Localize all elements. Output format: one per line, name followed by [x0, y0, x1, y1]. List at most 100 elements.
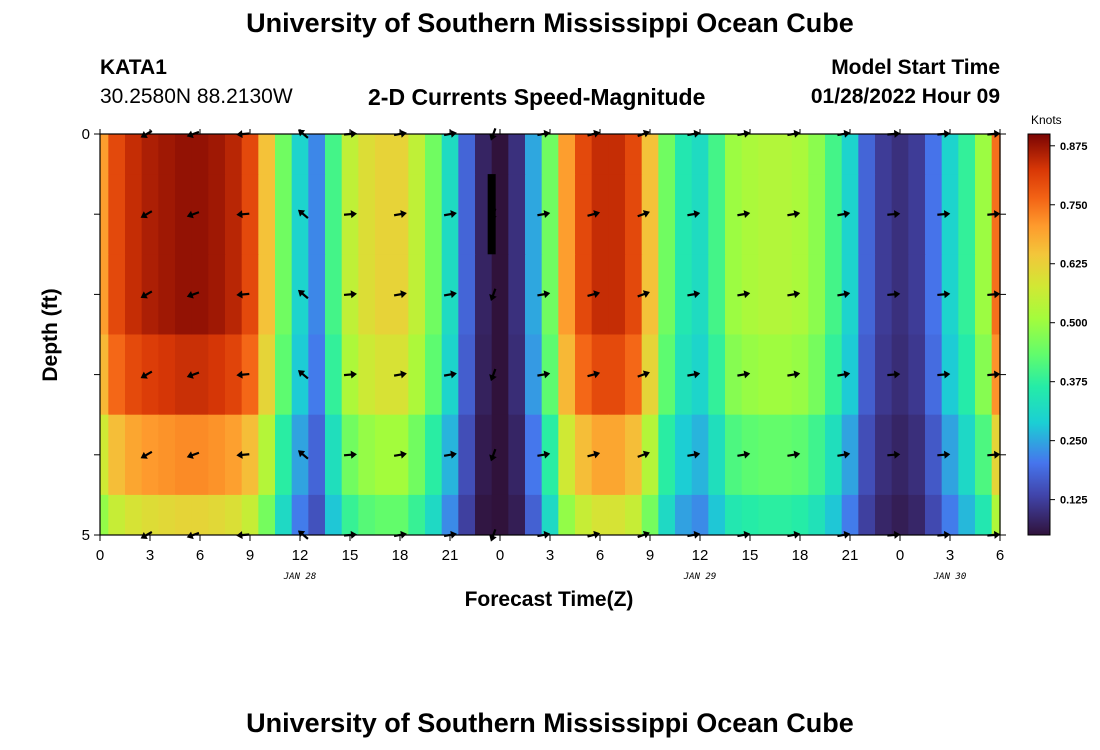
heatmap-cell [941, 494, 959, 536]
heatmap-cell [241, 494, 259, 536]
heatmap-cell [541, 174, 559, 255]
heatmap-cell [158, 174, 176, 255]
x-tick-label: 3 [146, 547, 154, 564]
heatmap-cell [841, 414, 859, 496]
heatmap-cell [508, 334, 526, 416]
heatmap-cell [775, 334, 793, 416]
current-arrow [637, 290, 650, 298]
heatmap-cell [608, 174, 626, 255]
heatmap-cell [875, 334, 893, 416]
heatmap-cell [158, 254, 176, 335]
heatmap-cell [241, 254, 259, 335]
heatmap-cell [258, 254, 276, 335]
heatmap-cell [775, 134, 793, 175]
heatmap-cell [525, 494, 543, 536]
heatmap-cell [608, 414, 626, 496]
colorbar-ticks: 0.875 0.750 0.625 0.500 0.375 0.250 0.125 [1050, 141, 1088, 507]
colorbar-tick-label: 0.500 [1060, 318, 1088, 330]
heatmap-cell [541, 134, 559, 175]
current-arrow [343, 450, 357, 459]
heatmap-cell [541, 414, 559, 496]
heatmap-cell [441, 134, 459, 175]
current-arrow [537, 450, 551, 459]
heatmap-cell [608, 334, 626, 416]
heatmap-cell [725, 334, 743, 416]
heatmap-cell [508, 414, 526, 496]
heatmap-cell [658, 494, 676, 536]
heatmap-cell [358, 254, 376, 335]
heatmap-cell [875, 414, 893, 496]
heatmap-cell [325, 334, 343, 416]
heatmap-cell [825, 134, 843, 175]
heatmap-cell [791, 134, 809, 175]
x-tick-label: 21 [842, 547, 859, 564]
heatmap-cell [641, 174, 659, 255]
heatmap-cell [408, 174, 426, 255]
heatmap-cell [125, 334, 143, 416]
heatmap-cell [858, 414, 876, 496]
heatmap-cell [475, 134, 493, 175]
heatmap-cell [608, 134, 626, 175]
current-arrow [140, 290, 153, 299]
heatmap-cell [325, 414, 343, 496]
heatmap-cell [158, 134, 176, 175]
current-arrow [987, 290, 1001, 299]
date-label: JAN 28 [283, 572, 317, 582]
heatmap-cell [391, 494, 409, 536]
heatmap-cell [508, 134, 526, 175]
heatmap-cell [708, 334, 726, 416]
heatmap-cell [358, 134, 376, 175]
heatmap-cell [675, 494, 693, 536]
model-start-value: 01/28/2022 Hour 09 [810, 85, 1000, 108]
heatmap-cell [791, 494, 809, 536]
heatmap-cell [425, 414, 443, 496]
heatmap-cell [141, 134, 159, 175]
heatmap-cell [158, 414, 176, 496]
heatmap-cell [841, 334, 859, 416]
heatmap-cell [100, 174, 109, 255]
heatmap-cell [275, 334, 293, 416]
heatmap-cell [208, 174, 226, 255]
colorbar-tick-label: 0.250 [1060, 436, 1088, 448]
heatmap-cell [758, 254, 776, 335]
heatmap-cell [791, 414, 809, 496]
max-speed-marker [487, 174, 496, 255]
current-arrow [587, 210, 601, 218]
heatmap-cell [641, 254, 659, 335]
current-arrow [987, 210, 1001, 219]
heatmap-cell [141, 334, 159, 416]
heatmap-cell [100, 334, 109, 416]
current-arrow [140, 370, 153, 379]
current-arrow [637, 370, 650, 379]
heatmap-cell [875, 494, 893, 536]
current-arrow [393, 450, 407, 459]
heatmap-cell [675, 334, 693, 416]
heatmap-cell [808, 134, 826, 175]
heatmap-cell [958, 174, 976, 255]
heatmap-cell [408, 254, 426, 335]
heatmap-cell [258, 334, 276, 416]
heatmap-cell [658, 134, 676, 175]
heatmap-cell [175, 174, 193, 255]
heatmap-cell [191, 334, 209, 416]
heatmap-cell [558, 334, 576, 416]
heatmap-cell [125, 494, 143, 536]
heatmap-cell [608, 494, 626, 536]
heatmap-cell [341, 494, 359, 536]
heatmap-cell [308, 494, 326, 536]
heatmap-cell [458, 174, 476, 255]
heatmap-cell [625, 134, 643, 175]
colorbar-tick-label: 0.625 [1060, 259, 1088, 271]
current-arrow [186, 371, 200, 379]
colorbar-tick-label: 0.125 [1060, 495, 1088, 507]
x-tick-label: 18 [392, 547, 409, 564]
heatmap-cell [141, 494, 159, 536]
x-tick-label: 3 [546, 547, 554, 564]
heatmap-cell [975, 414, 993, 496]
heatmap-cells [100, 134, 1001, 536]
heatmap-cell [875, 254, 893, 335]
current-arrow [393, 370, 407, 379]
current-arrow [343, 290, 357, 299]
heatmap-cell [408, 334, 426, 416]
current-arrow [297, 450, 309, 460]
